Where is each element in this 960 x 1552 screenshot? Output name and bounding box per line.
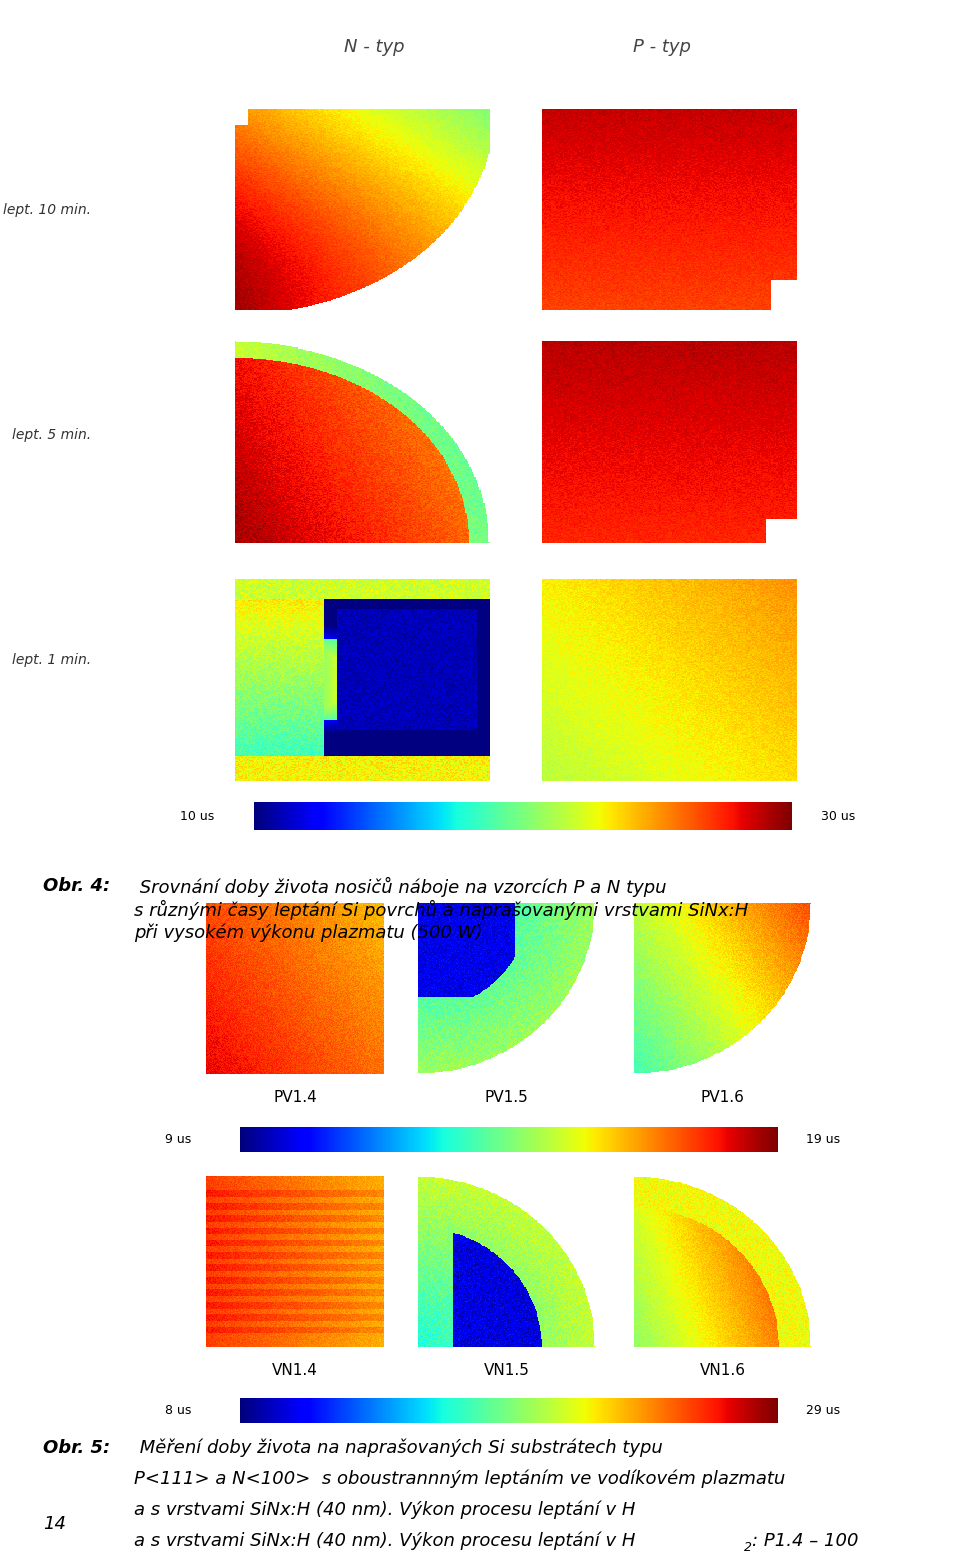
Text: lept. 1 min.: lept. 1 min. bbox=[12, 652, 91, 667]
Text: a s vrstvami SiNx:H (40 nm). Výkon procesu leptání v H: a s vrstvami SiNx:H (40 nm). Výkon proce… bbox=[134, 1532, 636, 1550]
Text: P - typ: P - typ bbox=[634, 37, 691, 56]
Text: 19 us: 19 us bbox=[806, 1133, 841, 1145]
Text: Obr. 5:: Obr. 5: bbox=[43, 1439, 110, 1457]
Text: 10 us: 10 us bbox=[180, 810, 214, 823]
Text: VN1.6: VN1.6 bbox=[700, 1363, 745, 1378]
Text: 8 us: 8 us bbox=[165, 1405, 191, 1417]
Text: P<111> a N<100>  s oboustrannným leptáním ve vodíkovém plazmatu: P<111> a N<100> s oboustrannným leptáním… bbox=[134, 1470, 785, 1488]
Text: VN1.5: VN1.5 bbox=[484, 1363, 529, 1378]
Text: : P1.4 – 100: : P1.4 – 100 bbox=[752, 1532, 858, 1550]
Text: lept. 5 min.: lept. 5 min. bbox=[12, 427, 91, 442]
Text: 14: 14 bbox=[43, 1515, 66, 1533]
Text: PV1.4: PV1.4 bbox=[274, 1090, 317, 1105]
Text: 30 us: 30 us bbox=[821, 810, 855, 823]
Text: a s vrstvami SiNx:H (40 nm). Výkon procesu leptání v H: a s vrstvami SiNx:H (40 nm). Výkon proce… bbox=[134, 1501, 636, 1519]
Text: VN1.4: VN1.4 bbox=[273, 1363, 318, 1378]
Text: lept. 10 min.: lept. 10 min. bbox=[3, 202, 91, 217]
Text: PV1.5: PV1.5 bbox=[485, 1090, 528, 1105]
Text: 9 us: 9 us bbox=[165, 1133, 191, 1145]
Text: Měření doby života na naprašovaných Si substrátech typu: Měření doby života na naprašovaných Si s… bbox=[134, 1439, 663, 1457]
Text: N - typ: N - typ bbox=[344, 37, 405, 56]
Text: 2: 2 bbox=[744, 1541, 752, 1552]
Text: Srovnání doby života nosičů náboje na vzorcích P a N typu
s různými časy leptání: Srovnání doby života nosičů náboje na vz… bbox=[134, 877, 749, 942]
Text: Obr. 4:: Obr. 4: bbox=[43, 877, 110, 896]
Text: PV1.6: PV1.6 bbox=[701, 1090, 744, 1105]
Text: 29 us: 29 us bbox=[806, 1405, 841, 1417]
